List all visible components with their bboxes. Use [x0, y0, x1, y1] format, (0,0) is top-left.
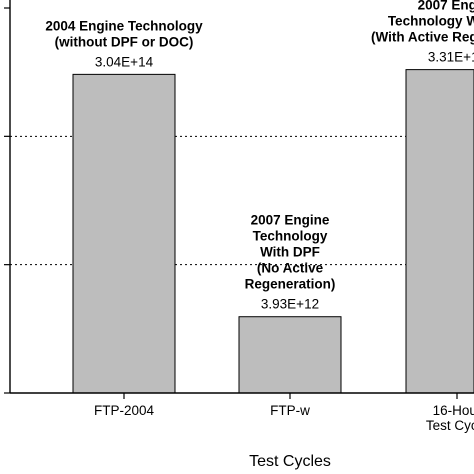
annotation-line: Regeneration) [245, 277, 336, 292]
x-tick-label: 16-HourTest Cycle [426, 403, 474, 433]
annotation-line: 2007 Engine [418, 0, 474, 13]
axes [4, 0, 474, 399]
bar-0 [72, 73, 176, 394]
annotation-line: Technology With DPF [388, 14, 474, 29]
bars [72, 69, 474, 394]
annotation-line: With DPF [260, 245, 320, 260]
value-label: 3.04E+14 [95, 54, 154, 69]
tick-label-line: 16-Hour [433, 403, 474, 418]
annotation-line: Technology [253, 229, 328, 244]
bar-annotation: 2004 Engine Technology (without DPF or DO… [45, 18, 203, 49]
value-label: 3.31E+14 [428, 50, 474, 65]
x-tick-label: FTP-2004 [94, 403, 155, 418]
annotation-line: 2004 Engine Technology [45, 18, 203, 33]
gridlines [10, 135, 474, 266]
bar-1 [238, 316, 342, 394]
labels: 3.04E+14 2004 Engine Technology (without D… [45, 0, 474, 433]
annotation-line: (With Active Regeneration) [371, 30, 474, 45]
tick-label-line: Test Cycle [426, 418, 474, 433]
annotation-line: (No Active [257, 261, 324, 276]
x-tick-label: FTP-w [270, 403, 310, 418]
tick-label-line: FTP-w [270, 403, 310, 418]
annotation-line: (without DPF or DOC) [55, 34, 194, 49]
value-label: 3.93E+12 [261, 297, 319, 312]
bar-2 [405, 69, 474, 394]
x-axis-title: Test Cycles [249, 453, 331, 470]
bar-annotation: 2007 Engine Technology With DPF (No Active R… [245, 213, 336, 292]
tick-label-line: FTP-2004 [94, 403, 155, 418]
annotation-line: 2007 Engine [251, 213, 330, 228]
